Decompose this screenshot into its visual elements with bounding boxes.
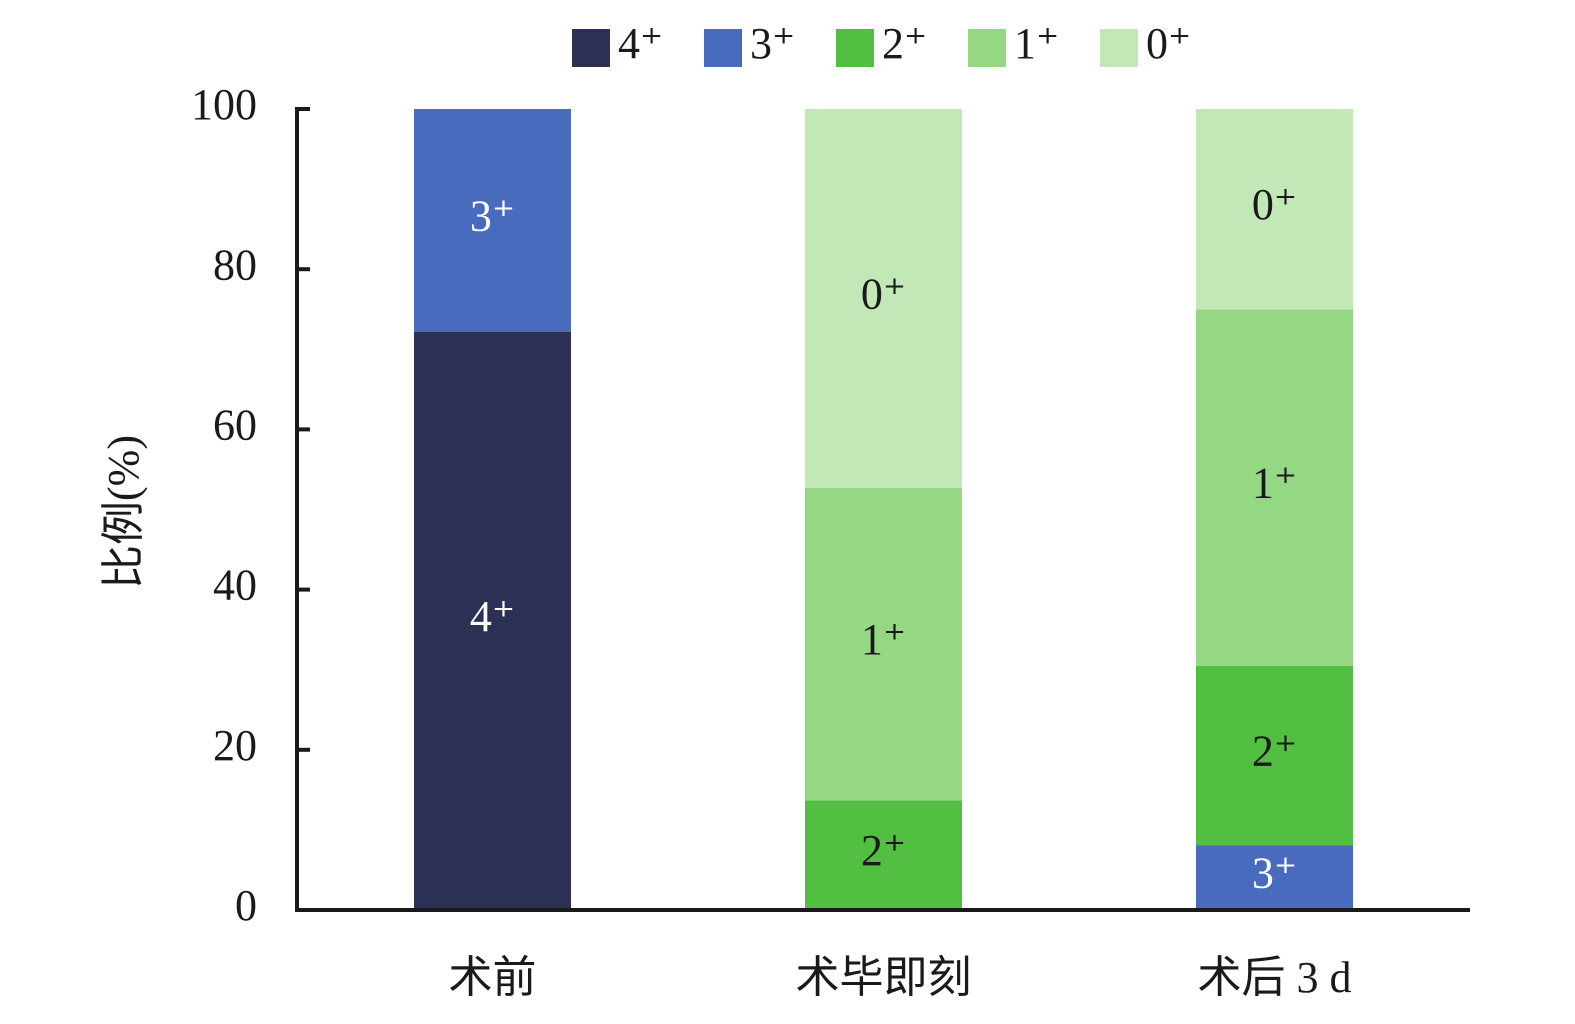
segment-label: 1⁺ bbox=[861, 615, 906, 664]
x-tick-label: 术毕即刻 bbox=[796, 953, 972, 1002]
bar-segment bbox=[1196, 109, 1353, 310]
legend-swatch bbox=[836, 29, 874, 67]
y-tick-label: 40 bbox=[213, 561, 257, 610]
legend-swatch bbox=[704, 29, 742, 67]
x-tick-label: 术后 3 d bbox=[1198, 953, 1352, 1002]
legend-swatch bbox=[572, 29, 610, 67]
bar-segment bbox=[805, 800, 962, 910]
y-tick-label: 80 bbox=[213, 240, 257, 289]
legend-label: 1⁺ bbox=[1014, 19, 1059, 68]
x-tick-label: 术前 bbox=[449, 953, 537, 1002]
bar-segment bbox=[805, 487, 962, 801]
legend-label: 0⁺ bbox=[1146, 19, 1191, 68]
legend-swatch bbox=[1100, 29, 1138, 67]
segment-label: 2⁺ bbox=[1252, 727, 1297, 776]
y-tick-label: 0 bbox=[235, 881, 257, 930]
legend-label: 3⁺ bbox=[750, 19, 795, 68]
y-tick-label: 20 bbox=[213, 721, 257, 770]
segment-label: 0⁺ bbox=[1252, 180, 1297, 229]
legend-label: 2⁺ bbox=[882, 19, 927, 68]
legend-swatch bbox=[968, 29, 1006, 67]
segment-label: 1⁺ bbox=[1252, 459, 1297, 508]
bar-segment bbox=[1196, 309, 1353, 666]
legend-label: 4⁺ bbox=[618, 19, 663, 68]
segment-label: 4⁺ bbox=[470, 592, 515, 641]
segment-label: 2⁺ bbox=[861, 826, 906, 875]
y-tick-label: 100 bbox=[191, 80, 257, 129]
segment-label: 3⁺ bbox=[470, 191, 515, 240]
bar-segment bbox=[805, 109, 962, 488]
bar-segment bbox=[414, 109, 571, 332]
y-tick-label: 60 bbox=[213, 400, 257, 449]
bar-segment bbox=[1196, 665, 1353, 846]
bar-segment bbox=[414, 331, 571, 911]
bar-segment bbox=[1196, 845, 1353, 910]
segment-label: 0⁺ bbox=[861, 270, 906, 319]
segment-label: 3⁺ bbox=[1252, 849, 1297, 898]
y-axis-label: 比例(%) bbox=[99, 435, 148, 589]
